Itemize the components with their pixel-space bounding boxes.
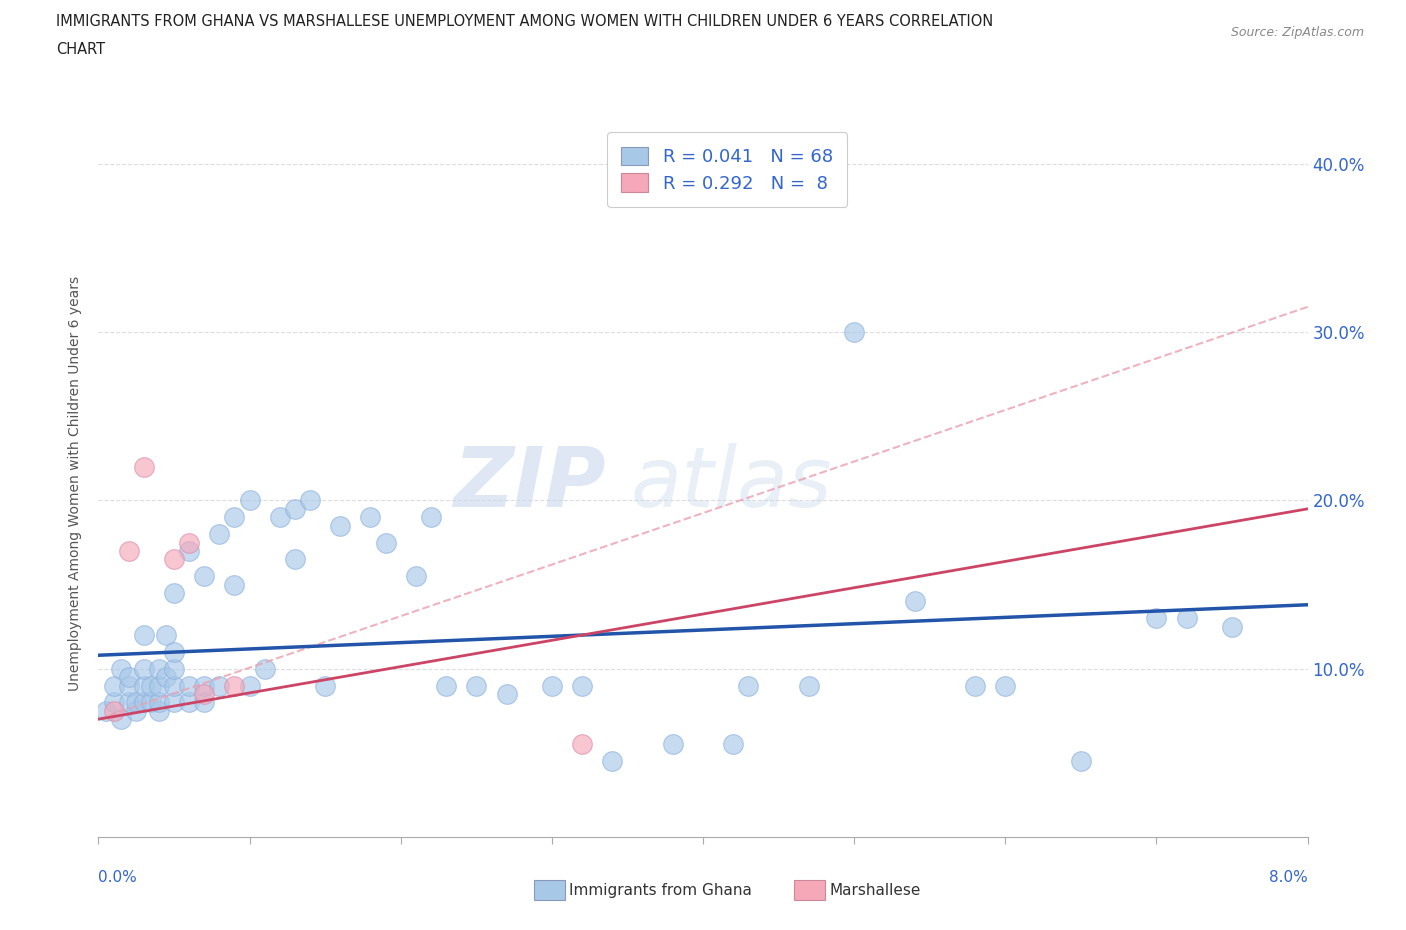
Point (284, 501, 307, 516)
Point (314, 678, 336, 693)
Point (148, 661, 170, 676)
Point (1175, 611, 1198, 626)
Point (163, 644, 186, 659)
Point (269, 510, 291, 525)
Point (163, 678, 186, 693)
Point (253, 661, 276, 676)
Point (405, 569, 427, 584)
Point (723, 737, 745, 751)
Point (141, 678, 163, 693)
Point (602, 754, 624, 769)
Point (360, 510, 382, 525)
Point (374, 535, 396, 550)
Point (844, 325, 866, 339)
Point (284, 551, 307, 566)
Point (132, 695, 155, 710)
Text: IMMIGRANTS FROM GHANA VS MARSHALLESE UNEMPLOYMENT AMONG WOMEN WITH CHILDREN UNDE: IMMIGRANTS FROM GHANA VS MARSHALLESE UNE… (56, 14, 994, 29)
Point (1220, 619, 1243, 634)
Point (571, 678, 593, 693)
Point (163, 695, 186, 710)
Point (1070, 754, 1092, 769)
Point (110, 661, 132, 676)
Text: ZIP: ZIP (454, 443, 606, 525)
Point (148, 678, 170, 693)
Text: Immigrants from Ghana: Immigrants from Ghana (569, 883, 752, 897)
Point (208, 526, 231, 541)
Text: Marshallese: Marshallese (830, 883, 921, 897)
Point (193, 569, 215, 584)
Point (224, 578, 246, 592)
Point (118, 678, 141, 693)
Point (118, 670, 141, 684)
Point (179, 543, 201, 558)
Point (132, 661, 155, 676)
Point (148, 703, 170, 718)
Point (965, 678, 987, 693)
Point (125, 695, 148, 710)
Text: 8.0%: 8.0% (1268, 870, 1308, 884)
Point (193, 678, 215, 693)
Point (155, 670, 177, 684)
Point (420, 510, 443, 525)
Text: CHART: CHART (56, 42, 105, 57)
Point (434, 678, 457, 693)
Point (329, 518, 352, 533)
Text: Source: ZipAtlas.com: Source: ZipAtlas.com (1230, 26, 1364, 39)
Point (737, 678, 759, 693)
Point (224, 510, 246, 525)
Point (163, 586, 186, 601)
Point (163, 551, 186, 566)
Point (495, 686, 517, 701)
Point (179, 695, 201, 710)
Y-axis label: Unemployment Among Women with Children Under 6 years: Unemployment Among Women with Children U… (69, 276, 83, 691)
Point (103, 695, 125, 710)
Point (155, 628, 177, 643)
Point (118, 695, 141, 710)
Point (179, 535, 201, 550)
Point (465, 678, 488, 693)
Point (163, 661, 186, 676)
Point (797, 678, 820, 693)
Point (103, 678, 125, 693)
Point (662, 737, 685, 751)
Point (148, 695, 170, 710)
Point (110, 711, 132, 726)
Text: atlas: atlas (630, 443, 832, 525)
Point (239, 678, 262, 693)
Point (132, 459, 155, 474)
Point (994, 678, 1017, 693)
Point (118, 543, 141, 558)
Point (208, 678, 231, 693)
Legend: R = 0.041   N = 68, R = 0.292   N =  8: R = 0.041 N = 68, R = 0.292 N = 8 (607, 132, 848, 207)
Point (132, 628, 155, 643)
Point (179, 678, 201, 693)
Point (193, 695, 215, 710)
Point (125, 703, 148, 718)
Point (1146, 611, 1168, 626)
Point (141, 695, 163, 710)
Point (224, 678, 246, 693)
Point (541, 678, 564, 693)
Point (193, 686, 215, 701)
Point (299, 493, 322, 508)
Point (94, 703, 117, 718)
Point (103, 703, 125, 718)
Point (239, 493, 262, 508)
Point (904, 594, 927, 609)
Point (132, 678, 155, 693)
Point (571, 737, 593, 751)
Text: 0.0%: 0.0% (98, 870, 138, 884)
